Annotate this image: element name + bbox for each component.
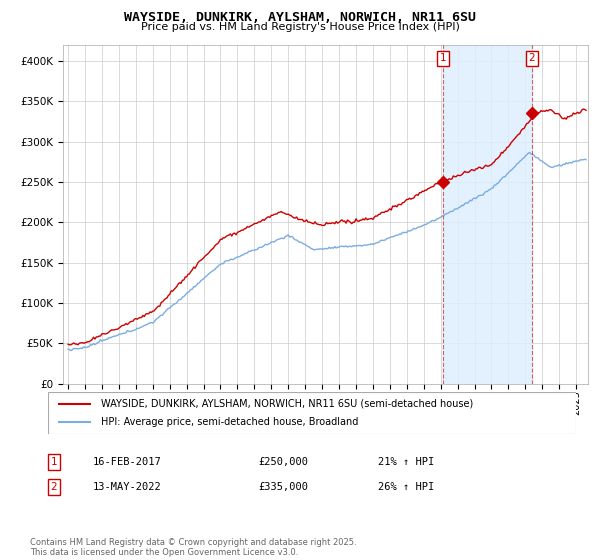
Text: £250,000: £250,000 bbox=[258, 457, 308, 467]
Text: £335,000: £335,000 bbox=[258, 482, 308, 492]
Bar bbox=[443, 45, 532, 384]
Text: WAYSIDE, DUNKIRK, AYLSHAM, NORWICH, NR11 6SU: WAYSIDE, DUNKIRK, AYLSHAM, NORWICH, NR11… bbox=[124, 11, 476, 24]
Text: 2: 2 bbox=[528, 53, 535, 63]
Text: HPI: Average price, semi-detached house, Broadland: HPI: Average price, semi-detached house,… bbox=[101, 417, 358, 427]
Text: 2: 2 bbox=[50, 482, 58, 492]
Text: Price paid vs. HM Land Registry's House Price Index (HPI): Price paid vs. HM Land Registry's House … bbox=[140, 22, 460, 32]
Text: 26% ↑ HPI: 26% ↑ HPI bbox=[378, 482, 434, 492]
Text: Contains HM Land Registry data © Crown copyright and database right 2025.
This d: Contains HM Land Registry data © Crown c… bbox=[30, 538, 356, 557]
Text: WAYSIDE, DUNKIRK, AYLSHAM, NORWICH, NR11 6SU (semi-detached house): WAYSIDE, DUNKIRK, AYLSHAM, NORWICH, NR11… bbox=[101, 399, 473, 409]
Text: 13-MAY-2022: 13-MAY-2022 bbox=[93, 482, 162, 492]
Text: 21% ↑ HPI: 21% ↑ HPI bbox=[378, 457, 434, 467]
FancyBboxPatch shape bbox=[48, 392, 576, 434]
Text: 1: 1 bbox=[50, 457, 58, 467]
Text: 1: 1 bbox=[439, 53, 446, 63]
Text: 16-FEB-2017: 16-FEB-2017 bbox=[93, 457, 162, 467]
